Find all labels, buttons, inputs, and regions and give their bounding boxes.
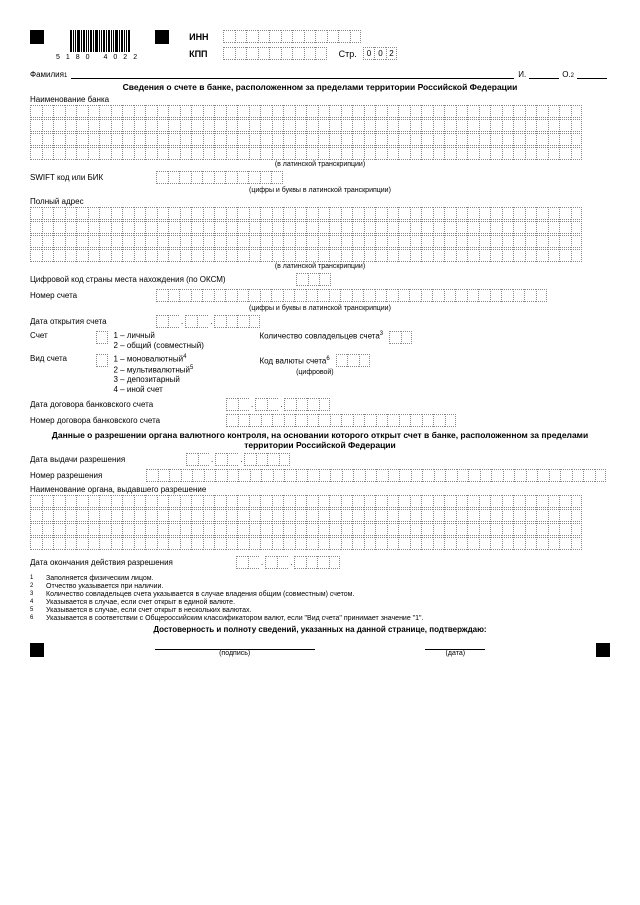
o-label: О. bbox=[562, 70, 570, 79]
addr-label: Полный адрес bbox=[30, 197, 610, 206]
kpp-label: КПП bbox=[189, 49, 217, 59]
opendate-label: Дата открытия счета bbox=[30, 317, 150, 326]
opendate-cells[interactable]: . . bbox=[156, 315, 260, 328]
surname-row: Фамилия1 И. О.2 bbox=[30, 69, 610, 79]
footnotes: 1Заполняется физическим лицом. 2Отчество… bbox=[30, 575, 610, 622]
permitorg-grid[interactable] bbox=[30, 495, 610, 550]
coown-cells[interactable] bbox=[389, 331, 412, 344]
accttype-cell[interactable] bbox=[96, 354, 108, 367]
page-label: Стр. bbox=[339, 49, 357, 59]
swift-label: SWIFT код или БИК bbox=[30, 173, 150, 182]
corner-marker-bl bbox=[30, 643, 44, 657]
barcode-number: 5180 4022 bbox=[56, 54, 143, 61]
date-label: (дата) bbox=[425, 650, 485, 657]
confirm-text: Достоверность и полноту сведений, указан… bbox=[30, 625, 610, 634]
i-label: И. bbox=[518, 70, 526, 79]
bank-name-label: Наименование банка bbox=[30, 95, 610, 104]
permitnum-label: Номер разрешения bbox=[30, 471, 140, 480]
permitend-label: Дата окончания действия разрешения bbox=[30, 558, 230, 567]
page-cells: 002 bbox=[363, 47, 398, 60]
form-page: 5180 4022 ИНН КПП Стр. 002 Фамилия1 И. О… bbox=[0, 0, 640, 905]
contractdate-label: Дата договора банковского счета bbox=[30, 400, 220, 409]
swift-cells[interactable] bbox=[156, 171, 283, 184]
marker-after-barcode bbox=[155, 30, 169, 44]
contractnum-label: Номер договора банковского счета bbox=[30, 416, 220, 425]
footer: (подпись) (дата) bbox=[30, 640, 610, 657]
accttype-options: 1 – моновалютный4 2 – мультивалютный5 3 … bbox=[114, 354, 254, 395]
addr-hint: (в латинской транскрипции) bbox=[30, 263, 610, 270]
surname-input[interactable] bbox=[71, 69, 514, 79]
o-input[interactable] bbox=[577, 69, 607, 79]
permitorg-label: Наименование органа, выдавшего разрешени… bbox=[30, 485, 610, 494]
country-label: Цифровой код страны места нахождения (по… bbox=[30, 275, 290, 284]
acct-cell[interactable] bbox=[96, 331, 108, 344]
barcode: 5180 4022 bbox=[56, 30, 143, 61]
contractnum-cells[interactable] bbox=[226, 414, 456, 427]
surname-label: Фамилия bbox=[30, 70, 64, 79]
curr-cells[interactable] bbox=[336, 354, 371, 367]
kpp-cells[interactable] bbox=[223, 47, 327, 60]
acctnum-label: Номер счета bbox=[30, 291, 150, 300]
signature-line[interactable] bbox=[155, 640, 315, 650]
corner-marker-tl bbox=[30, 30, 44, 44]
acct-options: 1 – личный2 – общий (совместный) bbox=[114, 331, 254, 351]
acctnum-hint: (цифры и буквы в латинской транскрипции) bbox=[30, 305, 610, 312]
curr-hint: (цифровой) bbox=[296, 369, 334, 376]
inn-label: ИНН bbox=[189, 32, 217, 42]
swift-hint: (цифры и буквы в латинской транскрипции) bbox=[30, 187, 610, 194]
corner-marker-br bbox=[596, 643, 610, 657]
curr-label: Код валюты счета6 bbox=[260, 356, 330, 366]
i-input[interactable] bbox=[529, 69, 559, 79]
accttype-label: Вид счета bbox=[30, 354, 90, 363]
header: 5180 4022 ИНН КПП Стр. 002 bbox=[30, 30, 610, 61]
inn-cells[interactable] bbox=[223, 30, 361, 43]
contractdate-cells[interactable]: . . bbox=[226, 398, 330, 411]
permitnum-cells[interactable] bbox=[146, 469, 606, 482]
permitend-cells[interactable]: . . bbox=[236, 556, 340, 569]
bank-name-grid[interactable] bbox=[30, 105, 610, 160]
acctnum-cells[interactable] bbox=[156, 289, 547, 302]
permitdate-cells[interactable]: . . bbox=[186, 453, 290, 466]
addr-grid[interactable] bbox=[30, 207, 610, 262]
section1-title: Сведения о счете в банке, расположенном … bbox=[30, 82, 610, 92]
permitdate-label: Дата выдачи разрешения bbox=[30, 455, 180, 464]
bank-name-hint: (в латинской транскрипции) bbox=[30, 161, 610, 168]
acct-label: Счет bbox=[30, 331, 90, 340]
signature-label: (подпись) bbox=[155, 650, 315, 657]
date-line[interactable] bbox=[425, 640, 485, 650]
country-cells[interactable] bbox=[296, 273, 331, 286]
coown-label: Количество совладельцев счета3 bbox=[260, 331, 384, 341]
section2-title: Данные о разрешении органа валютного кон… bbox=[30, 430, 610, 450]
